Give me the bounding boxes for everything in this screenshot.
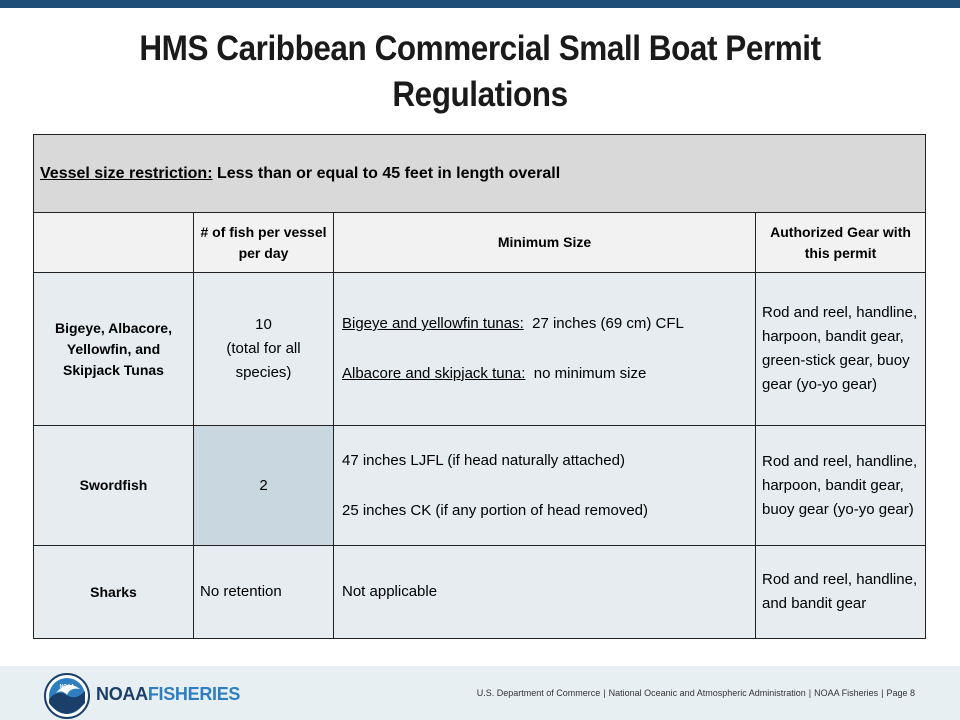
footer-separator: |: [808, 688, 812, 698]
vessel-size-label: Vessel size restriction:: [40, 164, 213, 182]
min-size-swordfish: 47 inches LJFL (if head naturally attach…: [333, 425, 756, 546]
footer-separator: |: [603, 688, 606, 698]
count-tunas: 10 (total for all species): [193, 272, 334, 426]
vessel-size-value: Less than or equal to 45 feet in length …: [216, 164, 561, 182]
brand-noaa: NOAA: [96, 684, 148, 704]
min-size-tunas: Bigeye and yellowfin tunas: 27 inches (6…: [333, 272, 756, 426]
page-title: HMS Caribbean Commercial Small Boat Perm…: [48, 26, 912, 118]
regulations-table: Vessel size restriction: Less than or eq…: [32, 134, 927, 639]
footer-seg-noaa: National Oceanic and Atmospheric Adminis…: [608, 688, 806, 698]
table-row-tunas: Bigeye, Albacore, Yellowfin, and Skipjac…: [33, 272, 927, 426]
title-line-1: HMS Caribbean Commercial Small Boat Perm…: [139, 29, 821, 68]
species-swordfish: Swordfish: [33, 425, 194, 546]
species-tunas: Bigeye, Albacore, Yellowfin, and Skipjac…: [33, 272, 194, 426]
header-row: # of fish per vessel per day Minimum Siz…: [33, 212, 927, 273]
header-gear: Authorized Gear with this permit: [754, 212, 927, 273]
table-row-swordfish: Swordfish 2 47 inches LJFL (if head natu…: [33, 425, 927, 546]
header-min-size: Minimum Size: [333, 212, 756, 273]
gear-sharks: Rod and reel, handline, and bandit gear: [754, 545, 927, 639]
count-sharks: No retention: [193, 545, 334, 639]
vessel-size-row: Vessel size restriction: Less than or eq…: [32, 134, 927, 213]
footer-page-number: Page 8: [886, 688, 915, 698]
logo-text: NOAA: [60, 684, 75, 690]
gear-tunas: Rod and reel, handline, harpoon, bandit …: [754, 272, 927, 426]
footer-separator: |: [881, 688, 884, 698]
count-tunas-value: 10: [255, 316, 272, 333]
footer-bar: [0, 666, 960, 720]
brand-fisheries: FISHERIES: [147, 684, 241, 704]
brand-wordmark: NOAAFISHERIES: [96, 683, 240, 705]
footer-seg-fisheries: NOAA Fisheries: [814, 688, 879, 698]
footer-credits: U.S. Department of Commerce | National Oce…: [477, 686, 915, 700]
footer-seg-commerce: U.S. Department of Commerce: [476, 688, 601, 698]
min-size-tunas-bigeye: Bigeye and yellowfin tunas: 27 inches (6…: [342, 315, 684, 332]
header-empty: [33, 212, 194, 273]
table-row-sharks: Sharks No retention Not applicable Rod a…: [33, 545, 927, 639]
gear-swordfish: Rod and reel, handline, harpoon, bandit …: [754, 425, 927, 546]
top-accent-bar: [0, 0, 960, 8]
header-count: # of fish per vessel per day: [193, 212, 334, 273]
vessel-size-cell: Vessel size restriction: Less than or eq…: [32, 134, 927, 213]
min-size-tunas-albacore: Albacore and skipjack tuna: no minimum s…: [342, 365, 647, 382]
min-size-swordfish-attached: 47 inches LJFL (if head naturally attach…: [342, 451, 625, 469]
min-size-swordfish-removed: 25 inches CK (if any portion of head rem…: [342, 501, 648, 519]
min-size-sharks: Not applicable: [333, 545, 756, 639]
count-tunas-note: (total for all species): [226, 340, 301, 381]
noaa-logo-icon: NOAA: [44, 673, 90, 719]
count-swordfish: 2: [193, 425, 334, 546]
title-line-2: Regulations: [392, 75, 568, 114]
species-sharks: Sharks: [33, 545, 194, 639]
